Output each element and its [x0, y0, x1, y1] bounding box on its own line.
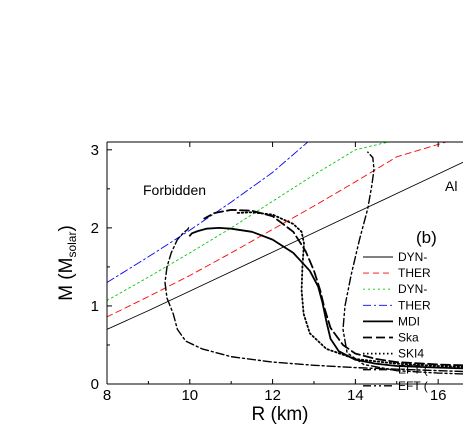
legend-label-4: THER	[398, 298, 431, 312]
series-line-8	[164, 227, 463, 373]
legend-label-1: DYN-	[398, 250, 427, 264]
y-axis-title-close: )	[56, 225, 77, 231]
y-tick-label: 2	[91, 220, 99, 237]
legend-label-8: EFT (	[398, 363, 428, 377]
allowed-region-label: Al	[445, 178, 457, 194]
legend-label-2: THER	[398, 266, 431, 280]
x-tick-label: 14	[347, 387, 364, 404]
y-tick-label: 3	[91, 142, 99, 159]
y-tick-label: 0	[91, 376, 99, 393]
series-line-9	[342, 151, 463, 375]
series-line-1	[107, 161, 463, 330]
series-line-6	[203, 209, 463, 367]
y-tick-label: 1	[91, 298, 99, 315]
y-axis-title-sub: solar	[65, 232, 79, 258]
y-axis-title: M (Msolar)	[56, 225, 79, 301]
legend-label-7: SKI4	[398, 347, 424, 361]
series-line-3	[107, 142, 389, 301]
x-tick-label: 10	[181, 387, 198, 404]
forbidden-region-label: Forbidden	[143, 182, 206, 198]
y-axis-title-main: M (M	[56, 258, 77, 301]
x-tick-label: 12	[264, 387, 281, 404]
legend-label-6: Ska	[398, 331, 419, 345]
legend-label-5: MDI	[398, 314, 420, 328]
x-tick-label: 8	[103, 387, 111, 404]
legend: DYN- THER DYN- THER MDI Ska SKI4 EFT ( EFT (	[363, 250, 431, 393]
x-axis-title: R (km)	[252, 404, 309, 425]
legend-label-3: DYN-	[398, 282, 427, 296]
series-layer	[107, 142, 463, 375]
panel-label: (b)	[416, 228, 437, 247]
x-tick-label: 16	[430, 387, 447, 404]
series-line-2	[107, 142, 447, 318]
legend-label-9: EFT (	[398, 379, 428, 393]
series-line-4	[107, 142, 309, 283]
series-line-7	[234, 211, 463, 368]
series-line-5	[188, 227, 463, 370]
